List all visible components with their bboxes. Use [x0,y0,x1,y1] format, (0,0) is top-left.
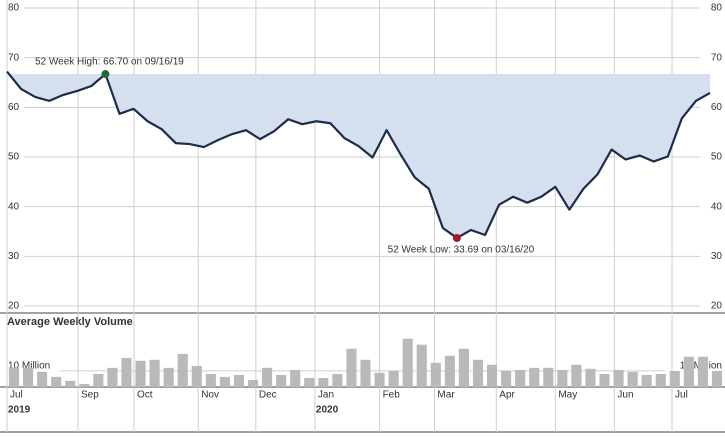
volume-bar [191,365,202,387]
volume-bar [430,362,441,387]
year-label: 2019 [8,405,31,416]
volume-title: Average Weekly Volume [7,316,133,328]
volume-bar [585,368,596,387]
volume-bar [655,373,666,387]
volume-bar [304,377,315,387]
volume-bar [360,359,371,387]
y-tick-label-right: 30 [711,251,723,262]
month-label: Sep [81,390,99,401]
volume-bar [51,376,62,387]
volume-bar [37,371,48,387]
volume-bar [711,370,723,387]
range-shade [7,74,710,238]
month-label: Jul [10,390,23,401]
volume-bar [444,355,455,387]
volume-bar [8,367,20,387]
volume-bar [599,373,610,387]
volume-bar [669,370,680,387]
volume-bar [557,369,568,387]
volume-bar [472,359,484,387]
volume-bar [402,338,413,387]
y-tick-label: 20 [8,301,20,312]
volume-bar [107,367,118,387]
volume-bar [374,372,385,387]
volume-bar [613,369,624,387]
month-label: Apr [499,390,515,401]
volume-bar [346,348,357,387]
month-label: Jul [675,390,688,401]
y-tick-label: 40 [8,201,20,212]
y-tick-label-right: 50 [711,152,723,163]
volume-bar [233,374,245,387]
volume-bar [276,374,287,387]
volume-bar [65,380,76,387]
volume-bar [332,373,343,387]
volume-bar [627,371,638,387]
y-tick-label-right: 60 [711,102,723,113]
y-tick-label-right: 80 [711,3,723,14]
volume-bar [683,356,694,387]
volume-bar [697,356,709,387]
volume-bar [121,357,132,387]
month-label: Dec [259,390,277,401]
volume-bar [416,344,427,387]
volume-bar [388,370,399,387]
volume-bar [515,369,526,387]
y-tick-label: 70 [8,52,20,63]
month-label: May [558,390,577,401]
annotation-text: 52 Week High: 66.70 on 09/16/19 [35,57,184,68]
y-tick-label-right: 20 [711,301,723,312]
volume-tick-label: 10 Million [8,361,50,372]
volume-bar [247,379,259,387]
volume-bar [22,367,34,387]
volume-bar [543,367,554,387]
y-tick-label-right: 70 [711,52,723,63]
annotation-dot [452,234,461,243]
volume-bar [290,369,301,387]
month-label: Oct [137,390,153,401]
y-tick-label-right: 40 [711,201,723,212]
volume-bar [458,348,469,387]
price-line [6,70,711,240]
year-label: 2020 [316,405,339,416]
y-tick-label: 50 [8,152,20,163]
volume-bar [571,364,582,387]
month-label: Jun [617,390,633,401]
month-label: Mar [437,390,455,401]
annotation-dot [101,70,110,79]
volume-bar [177,353,188,387]
y-tick-label: 60 [8,102,20,113]
volume-bar [318,377,329,387]
month-label: Jan [318,390,334,401]
volume-bar [486,364,498,387]
volume-bar [641,374,652,387]
volume-bar [501,370,512,387]
volume-bar [149,359,160,387]
volume-bar [135,360,146,387]
annotation-text: 52 Week Low: 33.69 on 03/16/20 [388,245,535,256]
y-tick-label: 80 [8,3,20,14]
volume-bar [262,367,273,387]
y-tick-label: 30 [8,251,20,262]
month-label: Nov [201,390,219,401]
volume-bar [93,373,104,387]
month-label: Feb [383,390,401,401]
volume-bar [205,373,216,387]
volume-bar [79,383,90,387]
volume-bar [529,367,540,387]
volume-bar [163,367,174,387]
volume-bar [219,376,230,387]
